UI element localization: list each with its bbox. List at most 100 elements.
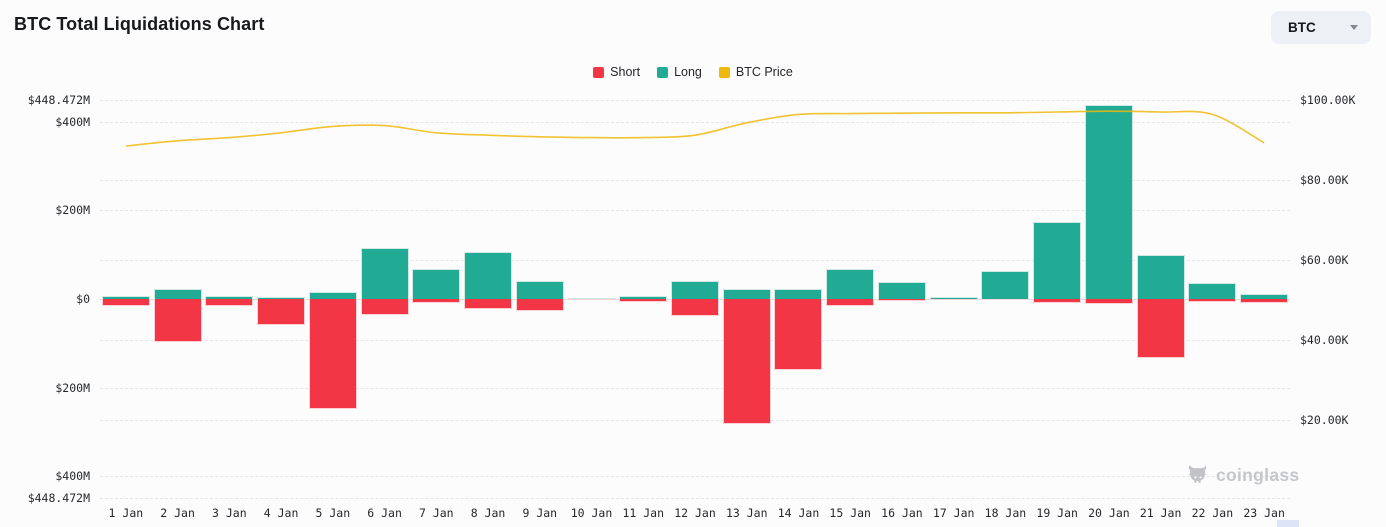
bar-long-14-jan[interactable] — [774, 288, 823, 299]
scrollbar-fragment[interactable] — [1277, 520, 1299, 527]
x-axis-label-16-jan: 16 Jan — [881, 506, 923, 520]
bar-long-8-jan[interactable] — [464, 251, 513, 299]
bar-short-20-jan[interactable] — [1084, 299, 1133, 304]
bar-short-15-jan[interactable] — [826, 299, 875, 307]
gridline — [100, 476, 1290, 478]
y-axis-left-tick: $400M — [55, 469, 90, 484]
bar-long-4-jan[interactable] — [257, 296, 306, 299]
bar-long-22-jan[interactable] — [1188, 283, 1237, 299]
short-swatch-icon — [593, 66, 605, 78]
bar-long-1-jan[interactable] — [101, 295, 150, 299]
bar-short-23-jan[interactable] — [1240, 299, 1289, 304]
bar-short-17-jan[interactable] — [929, 299, 978, 300]
y-axis-left-tick: $448.472M — [27, 93, 90, 107]
bar-long-11-jan[interactable] — [619, 296, 668, 299]
gridline — [100, 498, 1290, 499]
bar-short-13-jan[interactable] — [722, 299, 771, 424]
symbol-select-value: BTC — [1288, 20, 1316, 35]
bar-short-11-jan[interactable] — [619, 299, 668, 303]
bar-short-5-jan[interactable] — [308, 299, 357, 410]
bar-short-12-jan[interactable] — [671, 299, 719, 317]
x-axis-label-17-jan: 17 Jan — [932, 506, 975, 520]
gridline — [100, 420, 1290, 421]
bar-short-19-jan[interactable] — [1033, 299, 1082, 304]
legend-label: Short — [610, 65, 641, 79]
bar-short-9-jan[interactable] — [515, 299, 564, 311]
legend-label: BTC Price — [735, 65, 793, 79]
bar-long-6-jan[interactable] — [360, 247, 409, 299]
gridline — [100, 100, 1290, 101]
chart-legend: Short Long BTC Price — [0, 65, 1386, 79]
bar-long-13-jan[interactable] — [722, 288, 771, 299]
x-axis-label-1-jan: 1 Jan — [108, 506, 144, 520]
symbol-select-dropdown[interactable]: BTC — [1271, 11, 1371, 44]
x-axis-label-22-jan: 22 Jan — [1191, 506, 1234, 520]
x-axis-label-21-jan: 21 Jan — [1139, 506, 1182, 520]
bar-long-5-jan[interactable] — [308, 292, 357, 299]
gridline — [100, 387, 1290, 389]
bar-short-22-jan[interactable] — [1188, 299, 1237, 303]
bar-long-15-jan[interactable] — [826, 268, 875, 299]
legend-item-short[interactable]: Short — [593, 65, 640, 79]
x-axis-label-5-jan: 5 Jan — [315, 506, 351, 520]
bar-long-2-jan[interactable] — [153, 288, 202, 299]
page-title: BTC Total Liquidations Chart — [14, 14, 265, 34]
coinglass-watermark-text: coinglass — [1216, 464, 1300, 485]
y-axis-left-tick: $200M — [55, 380, 90, 395]
x-axis-label-10-jan: 10 Jan — [570, 506, 613, 520]
y-axis-right-tick: $80.00K — [1300, 173, 1349, 187]
legend-label: Long — [674, 65, 702, 79]
x-axis-label-18-jan: 18 Jan — [984, 506, 1027, 520]
bar-short-21-jan[interactable] — [1136, 299, 1185, 359]
x-axis-label-19-jan: 19 Jan — [1036, 506, 1078, 520]
bar-long-7-jan[interactable] — [412, 268, 461, 299]
x-axis-label-14-jan: 14 Jan — [777, 506, 820, 520]
bar-short-10-jan[interactable] — [567, 299, 616, 300]
gridline — [100, 180, 1290, 181]
x-axis-label-3-jan: 3 Jan — [212, 506, 247, 520]
x-axis-label-4-jan: 4 Jan — [263, 506, 299, 520]
y-axis-left-tick: $448.472M — [27, 491, 90, 505]
bar-long-21-jan[interactable] — [1136, 255, 1185, 299]
bar-short-16-jan[interactable] — [877, 299, 926, 302]
x-axis-label-11-jan: 11 Jan — [622, 506, 665, 520]
bar-long-9-jan[interactable] — [515, 280, 564, 299]
bar-long-19-jan[interactable] — [1033, 221, 1082, 299]
bar-short-4-jan[interactable] — [257, 299, 306, 325]
bar-long-3-jan[interactable] — [205, 296, 254, 299]
long-swatch-icon — [657, 66, 669, 78]
y-axis-left-tick: $0 — [76, 292, 90, 306]
legend-item-long[interactable]: Long — [657, 65, 702, 79]
bar-short-7-jan[interactable] — [412, 299, 461, 303]
bar-long-18-jan[interactable] — [981, 270, 1030, 299]
y-axis-right-tick: $100.00K — [1300, 93, 1356, 107]
x-axis-label-23-jan: 23 Jan — [1243, 506, 1285, 520]
bar-short-2-jan[interactable] — [153, 299, 202, 342]
y-axis-right-tick: $20.00K — [1300, 413, 1349, 427]
x-axis-label-7-jan: 7 Jan — [418, 506, 454, 520]
coinglass-bull-logo-icon — [1188, 465, 1207, 483]
x-axis-label-2-jan: 2 Jan — [160, 506, 195, 520]
x-axis-label-20-jan: 20 Jan — [1088, 506, 1130, 520]
bar-long-12-jan[interactable] — [671, 280, 719, 299]
y-axis-left-tick: $200M — [55, 203, 90, 218]
bar-short-3-jan[interactable] — [205, 299, 254, 306]
bar-short-1-jan[interactable] — [101, 299, 150, 307]
coinglass-watermark: coinglass — [1186, 463, 1299, 487]
btc-price-swatch-icon — [718, 66, 730, 78]
x-axis-label-12-jan: 12 Jan — [674, 506, 716, 520]
bar-short-14-jan[interactable] — [774, 299, 823, 371]
bar-long-10-jan[interactable] — [567, 298, 616, 300]
bar-short-6-jan[interactable] — [360, 299, 409, 315]
x-axis-label-8-jan: 8 Jan — [470, 506, 506, 520]
bar-long-17-jan[interactable] — [929, 297, 978, 299]
gridline — [100, 340, 1290, 341]
legend-item-btc-price[interactable]: BTC Price — [718, 65, 793, 79]
bar-long-16-jan[interactable] — [877, 281, 926, 299]
bar-long-20-jan[interactable] — [1084, 105, 1133, 299]
bar-long-23-jan[interactable] — [1240, 294, 1289, 299]
x-axis-label-15-jan: 15 Jan — [829, 506, 871, 520]
bar-short-18-jan[interactable] — [981, 299, 1030, 301]
bar-short-8-jan[interactable] — [464, 299, 513, 310]
